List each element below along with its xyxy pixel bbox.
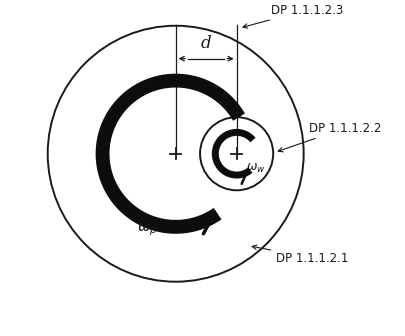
Text: DP 1.1.1.2.2: DP 1.1.1.2.2 — [278, 122, 381, 152]
Text: DP 1.1.1.2.1: DP 1.1.1.2.1 — [252, 245, 349, 264]
Text: $\omega_w$: $\omega_w$ — [246, 162, 266, 175]
Text: $\omega_p$: $\omega_p$ — [136, 220, 158, 238]
Text: DP 1.1.1.2.3: DP 1.1.1.2.3 — [243, 4, 343, 28]
Text: d: d — [201, 35, 211, 52]
